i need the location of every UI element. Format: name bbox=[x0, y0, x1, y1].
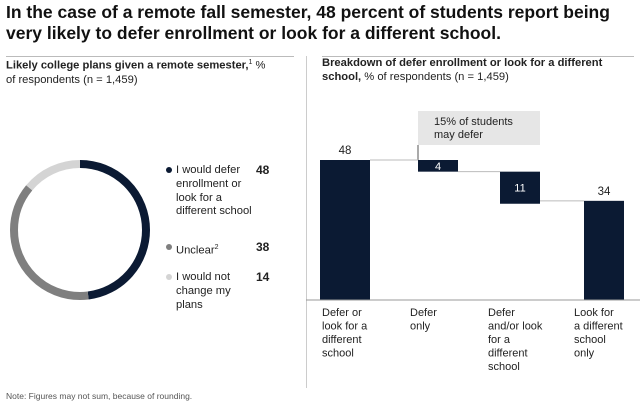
waterfall-chart: 15% of students may defer 48 4 11 34 Defer or l… bbox=[306, 111, 640, 373]
value-label-defer-only: 4 bbox=[435, 161, 441, 173]
bar-defer-and-or-look bbox=[500, 171, 540, 204]
left-panel-rule bbox=[6, 56, 294, 57]
legend-label-defer: I would defer enrollment or look for a d… bbox=[176, 164, 252, 218]
right-heading-rest: % of respondents (n = 1,459) bbox=[361, 71, 509, 83]
legend-value-defer: 48 bbox=[256, 163, 270, 177]
left-heading-bold: Likely college plans given a remote seme… bbox=[6, 59, 249, 72]
value-label-defer-or-look: 48 bbox=[339, 145, 352, 157]
right-panel-heading: Breakdown of defer enrollment or look fo… bbox=[322, 56, 622, 84]
right-panel-rule bbox=[322, 56, 634, 57]
legend-swatch-no-change bbox=[166, 274, 172, 280]
donut-chart bbox=[10, 160, 150, 300]
left-heading-sup: 1 bbox=[248, 59, 253, 66]
callout-box bbox=[418, 111, 540, 145]
donut-slice-unclear bbox=[10, 160, 150, 300]
donut-slice-no-change bbox=[10, 160, 150, 300]
callout-text: 15% of students may defer bbox=[434, 116, 513, 141]
legend-value-unclear: 38 bbox=[256, 240, 270, 254]
right-heading-bold: Breakdown of defer enrollment or look fo… bbox=[322, 57, 603, 83]
category-label-look-only: Look for a different school only bbox=[574, 307, 623, 360]
bar-defer-only bbox=[418, 160, 458, 172]
category-label-defer-and-or-look: Defer and/or look for a different school bbox=[488, 307, 543, 373]
left-heading-rest: % of respondents (n = 1,459) bbox=[6, 59, 266, 86]
legend-swatch-defer bbox=[166, 167, 172, 173]
category-label-defer-or-look: Defer or look for a different school bbox=[322, 307, 368, 360]
legend-value-no-change: 14 bbox=[256, 270, 270, 284]
value-label-look-only: 34 bbox=[598, 186, 611, 198]
legend-label-unclear-text: Unclear bbox=[176, 244, 215, 257]
legend-label-no-change: I would not change my plans bbox=[176, 271, 231, 311]
bar-look-only bbox=[584, 200, 624, 300]
left-panel-heading: Likely college plans given a remote seme… bbox=[6, 56, 276, 87]
footnote: Note: Figures may not sum, because of ro… bbox=[6, 391, 193, 401]
value-label-defer-and-or-look: 11 bbox=[514, 183, 525, 195]
chart-title: In the case of a remote fall semester, 4… bbox=[6, 2, 610, 43]
legend-swatch-unclear bbox=[166, 244, 172, 250]
panel-divider bbox=[306, 56, 307, 388]
legend-label-unclear-sup: 2 bbox=[214, 244, 219, 251]
legend-label-unclear: Unclear2 bbox=[176, 241, 256, 259]
category-label-defer-only: Defer only bbox=[410, 307, 437, 333]
bar-defer-or-look bbox=[320, 160, 370, 300]
